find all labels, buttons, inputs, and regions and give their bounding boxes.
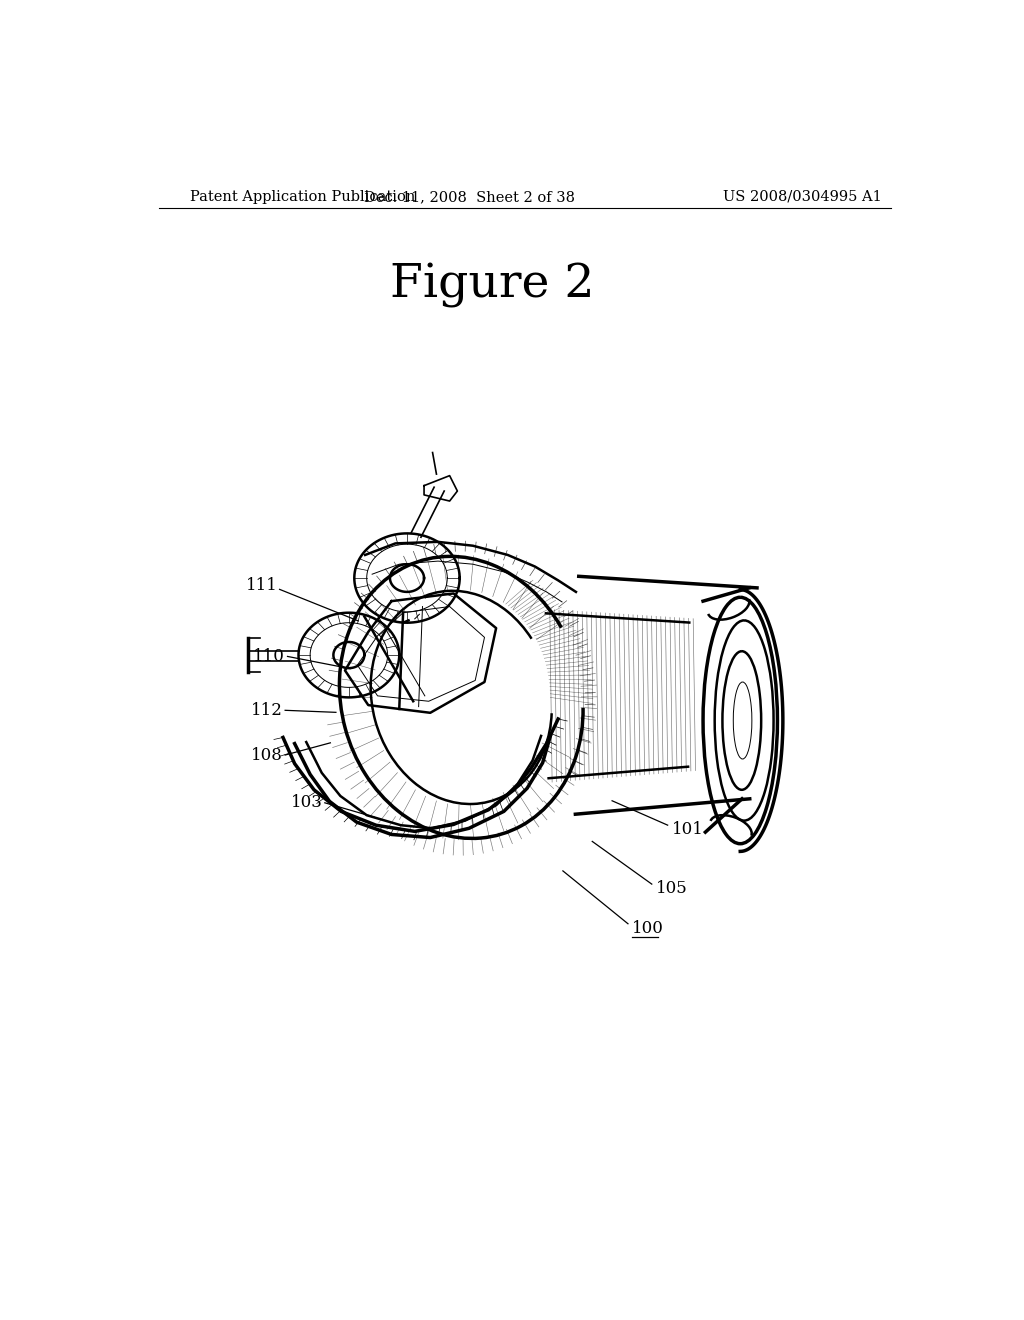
Text: Patent Application Publication: Patent Application Publication (190, 190, 416, 203)
Text: Figure 2: Figure 2 (390, 263, 595, 308)
Text: 101: 101 (672, 821, 703, 838)
Text: US 2008/0304995 A1: US 2008/0304995 A1 (723, 190, 882, 203)
Text: 111: 111 (246, 577, 278, 594)
Text: 112: 112 (251, 702, 283, 719)
Text: 105: 105 (655, 879, 687, 896)
Text: 110: 110 (253, 648, 286, 665)
Text: 108: 108 (251, 747, 283, 763)
Text: Dec. 11, 2008  Sheet 2 of 38: Dec. 11, 2008 Sheet 2 of 38 (364, 190, 574, 203)
Text: 103: 103 (291, 795, 323, 812)
Text: 100: 100 (632, 920, 664, 937)
